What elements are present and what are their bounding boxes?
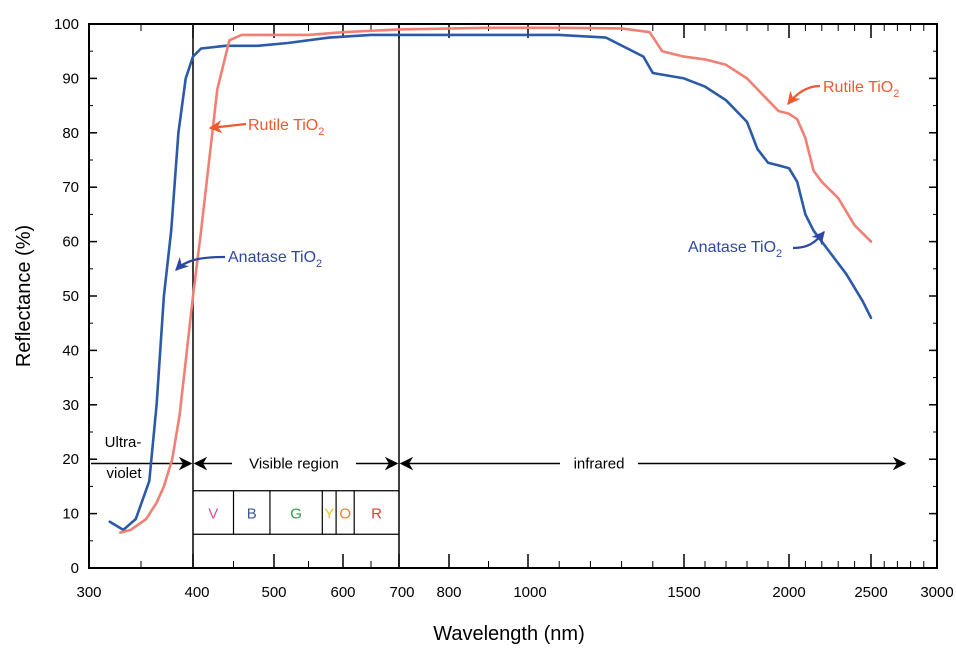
visible-region-label: Visible region bbox=[249, 456, 339, 473]
y-tick-label: 50 bbox=[62, 288, 79, 305]
anatase-label-right: Anatase TiO2 bbox=[688, 239, 782, 260]
anatase-label-left-pointer bbox=[175, 255, 226, 271]
x-tick-label: 600 bbox=[330, 584, 355, 601]
y-tick-label: 20 bbox=[62, 451, 79, 468]
x-tick-label: 700 bbox=[389, 584, 414, 601]
x-tick-label: 400 bbox=[184, 584, 209, 601]
x-tick-label: 2500 bbox=[854, 584, 887, 601]
x-tick-label: 300 bbox=[76, 584, 101, 601]
rutile-label-right-subscript: 2 bbox=[893, 88, 899, 100]
rutile-label-left: Rutile TiO2 bbox=[248, 117, 324, 138]
x-tick-label: 800 bbox=[436, 584, 461, 601]
y-tick-label: 60 bbox=[62, 234, 79, 251]
y-tick-label: 0 bbox=[71, 560, 79, 577]
anatase-label-right-subscript: 2 bbox=[776, 248, 782, 260]
series-line-anatase bbox=[108, 33, 873, 532]
y-tick-label: 30 bbox=[62, 397, 79, 414]
rutile-label-right: Rutile TiO2 bbox=[823, 79, 899, 100]
x-tick-label: 2000 bbox=[772, 584, 805, 601]
anatase-label-left-subscript: 2 bbox=[316, 258, 322, 270]
y-tick-label: 40 bbox=[62, 342, 79, 359]
uv-label-line2: violet bbox=[106, 465, 142, 482]
y-tick-label: 100 bbox=[54, 16, 79, 33]
anatase-label-left: Anatase TiO2 bbox=[228, 249, 322, 270]
y-tick-label: 70 bbox=[62, 179, 79, 196]
rutile-label-right-pointer bbox=[787, 84, 821, 106]
infrared-label: infrared bbox=[574, 456, 625, 473]
y-tick-label: 80 bbox=[62, 125, 79, 142]
x-tick-label: 3000 bbox=[920, 584, 953, 601]
band-label-o: O bbox=[339, 506, 351, 523]
x-axis-title: Wavelength (nm) bbox=[433, 623, 585, 645]
x-tick-label: 1000 bbox=[513, 584, 546, 601]
rutile-label-left-pointer bbox=[208, 120, 247, 134]
uv-label-line1: Ultra- bbox=[105, 434, 142, 451]
y-axis-title: Reflectance (%) bbox=[13, 225, 35, 367]
x-tick-label: 1500 bbox=[667, 584, 700, 601]
y-tick-label: 90 bbox=[62, 70, 79, 87]
band-label-g: G bbox=[290, 506, 302, 523]
y-tick-label: 10 bbox=[62, 506, 79, 523]
series-line-rutile bbox=[118, 26, 873, 534]
anatase-label-right-pointer bbox=[792, 230, 825, 250]
band-label-r: R bbox=[371, 506, 382, 523]
x-tick-label: 500 bbox=[261, 584, 286, 601]
band-label-v: V bbox=[208, 506, 218, 523]
band-label-y: Y bbox=[324, 506, 334, 523]
band-label-b: B bbox=[247, 506, 257, 523]
rutile-label-left-subscript: 2 bbox=[318, 126, 324, 138]
